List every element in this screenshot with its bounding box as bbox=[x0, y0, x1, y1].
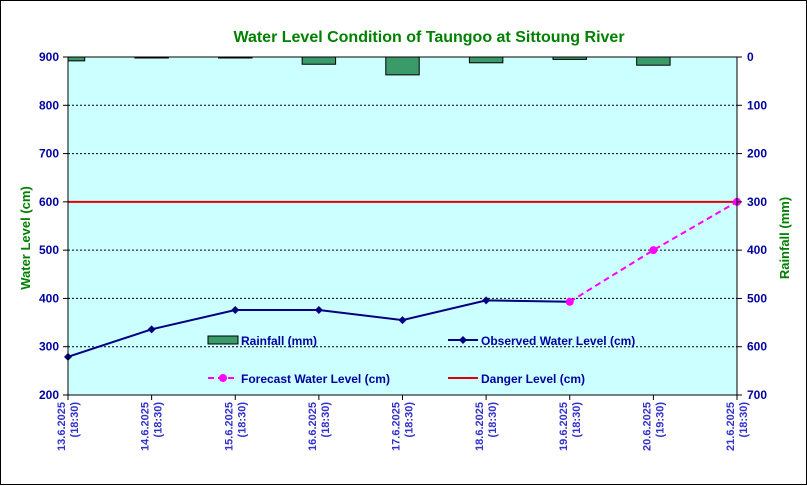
legend-label-forecast: Forecast Water Level (cm) bbox=[241, 372, 390, 386]
observed-point bbox=[482, 296, 491, 305]
y-tick-label-right: 600 bbox=[747, 340, 767, 354]
forecast-water-level-line bbox=[569, 200, 738, 303]
x-tick-label-date: 21.6.2025 bbox=[725, 402, 737, 451]
y-tick-label-right: 300 bbox=[747, 195, 767, 209]
y-tick-label-left: 800 bbox=[39, 98, 59, 112]
x-tick-label-time: (18:30) bbox=[404, 402, 416, 438]
y-tick-label-right: 700 bbox=[747, 388, 767, 402]
legend: Rainfall (mm) Observed Water Level (cm) Fo… bbox=[207, 334, 635, 386]
observed-point bbox=[314, 306, 323, 315]
legend-label-observed: Observed Water Level (cm) bbox=[481, 334, 635, 348]
observed-point bbox=[147, 325, 156, 334]
forecast-point bbox=[565, 297, 574, 306]
y-tick-label-right: 0 bbox=[747, 50, 754, 64]
x-tick-label-date: 18.6.2025 bbox=[474, 402, 486, 451]
line-series bbox=[64, 197, 741, 361]
rainfall-bar bbox=[67, 56, 86, 62]
x-tick-label-date: 16.6.2025 bbox=[307, 402, 319, 451]
y-axis-right-title: Rainfall (mm) bbox=[777, 197, 792, 279]
tick-labels: 200 300 400 500 600 700 800 900 0 100 200 300 400 500… bbox=[39, 50, 767, 451]
rainfall-bar bbox=[301, 56, 337, 65]
x-tick-label-date: 19.6.2025 bbox=[558, 402, 570, 451]
x-tick-label-date: 17.6.2025 bbox=[391, 402, 403, 451]
x-tick-label-time: (18:30) bbox=[153, 402, 165, 438]
rainfall-bar bbox=[636, 56, 671, 66]
y-tick-label-left: 700 bbox=[39, 147, 59, 161]
legend-marker-forecast bbox=[219, 374, 227, 382]
y-tick-label-left: 400 bbox=[39, 291, 59, 305]
y-tick-label-left: 600 bbox=[39, 195, 59, 209]
x-tick-label-time: (18:30) bbox=[738, 402, 750, 438]
observed-point bbox=[398, 316, 407, 325]
x-tick-label-time: (18:30) bbox=[69, 402, 81, 438]
y-tick-label-right: 100 bbox=[747, 98, 767, 112]
observed-point bbox=[231, 306, 240, 315]
y-axis-left-title: Water Level (cm) bbox=[18, 186, 33, 290]
x-tick-label-date: 13.6.2025 bbox=[56, 402, 68, 451]
y-tick-label-right: 200 bbox=[747, 147, 767, 161]
x-tick-label-date: 15.6.2025 bbox=[223, 402, 235, 451]
legend-label-rainfall: Rainfall (mm) bbox=[241, 334, 317, 348]
y-tick-label-left: 500 bbox=[39, 243, 59, 257]
y-tick-label-right: 400 bbox=[747, 243, 767, 257]
x-tick-label-date: 14.6.2025 bbox=[140, 402, 152, 451]
x-tick-label-date: 20.6.2025 bbox=[641, 402, 653, 451]
legend-label-danger: Danger Level (cm) bbox=[481, 372, 585, 386]
chart-title: Water Level Condition of Taungoo at Sitt… bbox=[233, 29, 624, 46]
forecast-point bbox=[649, 246, 658, 255]
plot-area bbox=[68, 57, 737, 395]
x-tick-label-time: (18:30) bbox=[236, 402, 248, 438]
x-tick-label-time: (18:30) bbox=[571, 402, 583, 438]
y-tick-label-left: 900 bbox=[39, 50, 59, 64]
rainfall-bar bbox=[468, 56, 504, 64]
axes bbox=[63, 56, 742, 400]
y-tick-label-left: 200 bbox=[39, 388, 59, 402]
y-tick-label-right: 500 bbox=[747, 291, 767, 305]
legend-marker-observed bbox=[459, 336, 467, 344]
y-tick-label-left: 300 bbox=[39, 340, 59, 354]
rainfall-bar bbox=[385, 56, 420, 76]
x-tick-label-time: (18:30) bbox=[487, 402, 499, 438]
x-tick-label-time: (19:30) bbox=[654, 402, 666, 438]
x-tick-label-time: (18:30) bbox=[320, 402, 332, 438]
legend-swatch-rainfall bbox=[207, 335, 239, 345]
